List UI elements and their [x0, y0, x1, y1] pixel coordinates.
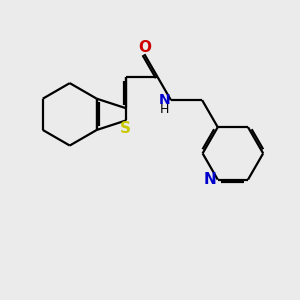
Text: N: N [204, 172, 217, 187]
Text: N: N [159, 93, 170, 107]
Text: S: S [120, 121, 131, 136]
Text: O: O [138, 40, 151, 55]
Text: H: H [160, 103, 169, 116]
